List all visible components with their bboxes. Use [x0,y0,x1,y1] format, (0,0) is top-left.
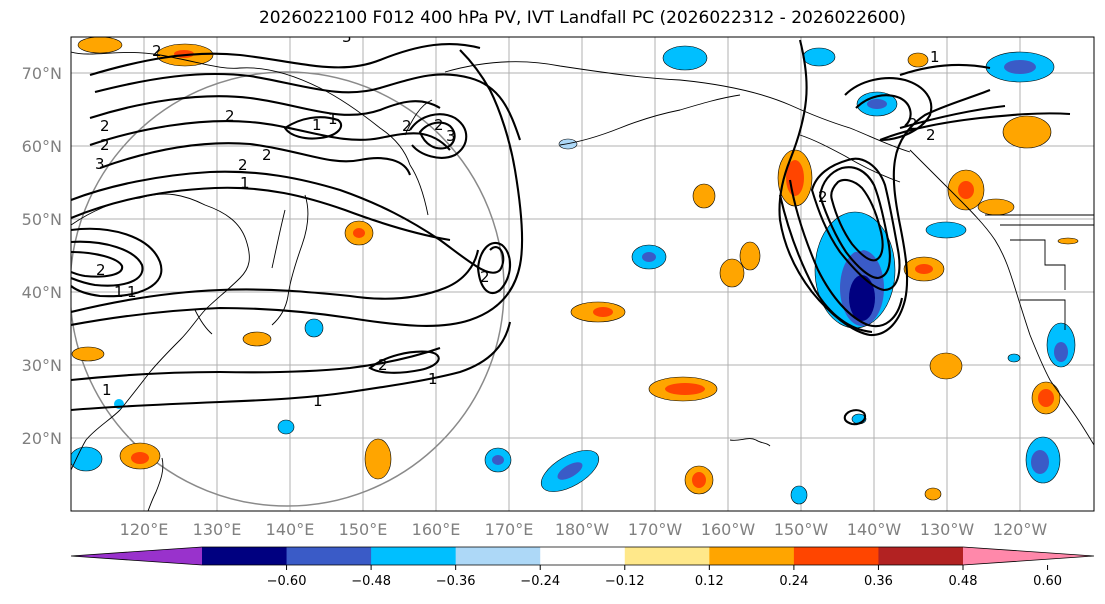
colorbar-bin [624,547,710,565]
colorbar-extend-high [963,547,1094,565]
lon-label: 150°E [339,520,388,539]
lon-label: 120°W [993,520,1048,539]
colorbar-tick-label: 0.24 [779,574,808,589]
contour-label: 1 [102,381,112,399]
range-circle [71,71,505,507]
lon-label: 140°E [266,520,315,539]
contour-label: 1 [930,48,940,66]
contour-label: 2 [96,261,106,279]
lon-label: 180°W [555,520,610,539]
coastlines [71,51,1094,511]
contour-label: 1 [312,116,322,134]
colorbar-bin [540,547,626,565]
contour-label: 2 [100,117,110,135]
lat-label-20n: 20°N [22,429,62,448]
contour-label: 2 [152,42,162,60]
lon-label: 130°E [193,520,242,539]
contour-label: 2 [480,268,490,286]
colorbar-bin [793,547,879,565]
contour-label: 2 [262,146,272,164]
colorbar-tick-label: −0.60 [267,574,307,589]
colorbar-extend-low [71,547,202,565]
colorbar: −0.60 −0.48 −0.36 −0.24 −0.12 0.12 0.24 0.36 0.4… [70,546,1095,589]
lat-label-70n: 70°N [22,64,62,83]
lon-label: 120°E [120,520,169,539]
lon-label: 150°W [774,520,829,539]
contour-label: 3 [342,28,352,46]
contour-label: 1 [428,370,438,388]
contour-label: 2 [926,126,936,144]
contour-label: 2 [434,116,444,134]
pv-contours [71,39,1071,426]
lat-label-50n: 50°N [22,210,62,229]
lon-label: 170°W [628,520,683,539]
contour-label: 1 [313,392,323,410]
contour-label: 2 [402,117,412,135]
contour-label: 2 [908,115,918,133]
contour-label: 1 [328,110,338,128]
contour-label: 2 [225,107,235,125]
colorbar-bin [709,547,795,565]
colorbar-tick-label: 0.12 [695,574,724,589]
pv-shading [71,37,1079,505]
lon-label: 130°W [920,520,975,539]
lon-label: 160°W [701,520,756,539]
contour-label: 1 [240,174,250,192]
map-frame [70,36,1095,512]
colorbar-bin [202,547,288,565]
contour-label: 2 [818,188,828,206]
lon-label: 140°W [847,520,902,539]
contour-label: 2 [378,356,388,374]
colorbar-tick-label: 0.48 [949,574,978,589]
colorbar-outline [70,546,1095,566]
contour-label: 1 [127,283,137,301]
lat-label-60n: 60°N [22,137,62,156]
colorbar-tick-label: −0.48 [351,574,391,589]
lat-label-40n: 40°N [22,283,62,302]
contour-label: 2 [238,156,248,174]
contour-label: 3 [446,127,456,145]
colorbar-tick-label: 0.36 [864,574,893,589]
colorbar-tick-label: −0.36 [436,574,476,589]
colorbar-bin [371,547,457,565]
contour-labels: 2 3 1 2 2 2 1 1 1 2 2 3 2 2 1 2 3 2 1 2 … [95,28,940,410]
lon-label: 160°E [412,520,461,539]
colorbar-tick-label: 0.60 [1033,574,1062,589]
lon-label: 170°E [485,520,534,539]
colorbar-tick-label: −0.12 [605,574,645,589]
contour-label: 1 [114,283,124,301]
map-title: 2026022100 F012 400 hPa PV, IVT Landfall… [258,8,906,28]
colorbar-bin [455,547,541,565]
latitude-labels: 70°N 60°N 50°N 40°N 30°N 20°N [22,64,62,448]
contour-label: 3 [95,155,105,173]
colorbar-tick-label: −0.24 [520,574,560,589]
contour-label: 2 [100,136,110,154]
lat-label-30n: 30°N [22,356,62,375]
longitude-labels: 120°E 130°E 140°E 150°E 160°E 170°E 180°… [120,520,1048,539]
colorbar-bin [286,547,372,565]
colorbar-bin [878,547,964,565]
